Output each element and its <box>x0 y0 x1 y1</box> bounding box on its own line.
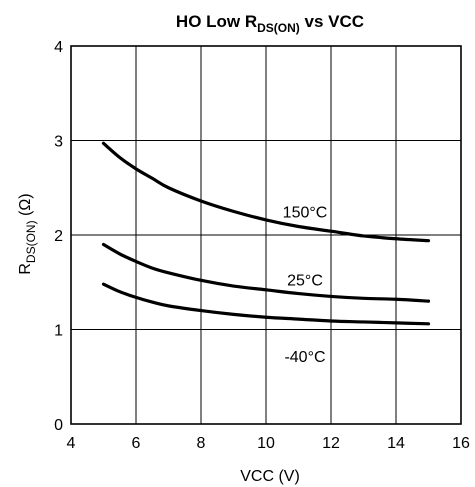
x-tick-label: 16 <box>452 435 470 452</box>
x-axis-label: VCC (V) <box>240 468 300 485</box>
chart-title: HO Low RDS(ON) vs VCC <box>176 12 364 35</box>
y-tick-label: 1 <box>54 323 63 340</box>
x-tick-label: 12 <box>322 435 340 452</box>
series-line-2 <box>101 282 431 326</box>
y-tick-labels: 0 1 2 3 4 <box>54 39 63 434</box>
y-axis-label-sub: DS(ON) <box>24 220 38 263</box>
x-tick-label: 14 <box>387 435 405 452</box>
series-line-1 <box>101 242 431 303</box>
y-axis-label: RDS(ON) (Ω) <box>17 193 38 274</box>
x-tick-labels: 4 6 8 10 12 14 16 <box>67 435 470 452</box>
plot-area: 150°C 25°C -40°C <box>70 45 462 425</box>
y-tick-label: 0 <box>54 417 63 434</box>
chart-title-sub: DS(ON) <box>257 21 300 35</box>
series-layer <box>101 141 431 326</box>
series-label-1: 25°C <box>287 272 323 289</box>
series-label-0: 150°C <box>283 204 328 221</box>
y-tick-label: 4 <box>54 39 63 56</box>
x-tick-label: 10 <box>257 435 275 452</box>
x-tick-label: 6 <box>132 435 141 452</box>
grid <box>71 46 461 424</box>
chart-title-main: HO Low R <box>176 12 257 31</box>
series-line-0 <box>101 141 431 243</box>
plot-frame <box>70 45 462 425</box>
y-axis-label-tail: (Ω) <box>17 193 34 220</box>
chart-title-tail: vs VCC <box>300 12 364 31</box>
series-label-2: -40°C <box>284 349 325 366</box>
y-tick-label: 3 <box>54 134 63 151</box>
series-labels: 150°C 25°C -40°C <box>283 204 328 366</box>
y-tick-label: 2 <box>54 228 63 245</box>
x-tick-label: 4 <box>67 435 76 452</box>
x-tick-label: 8 <box>197 435 206 452</box>
y-axis-label-main: R <box>17 263 34 275</box>
